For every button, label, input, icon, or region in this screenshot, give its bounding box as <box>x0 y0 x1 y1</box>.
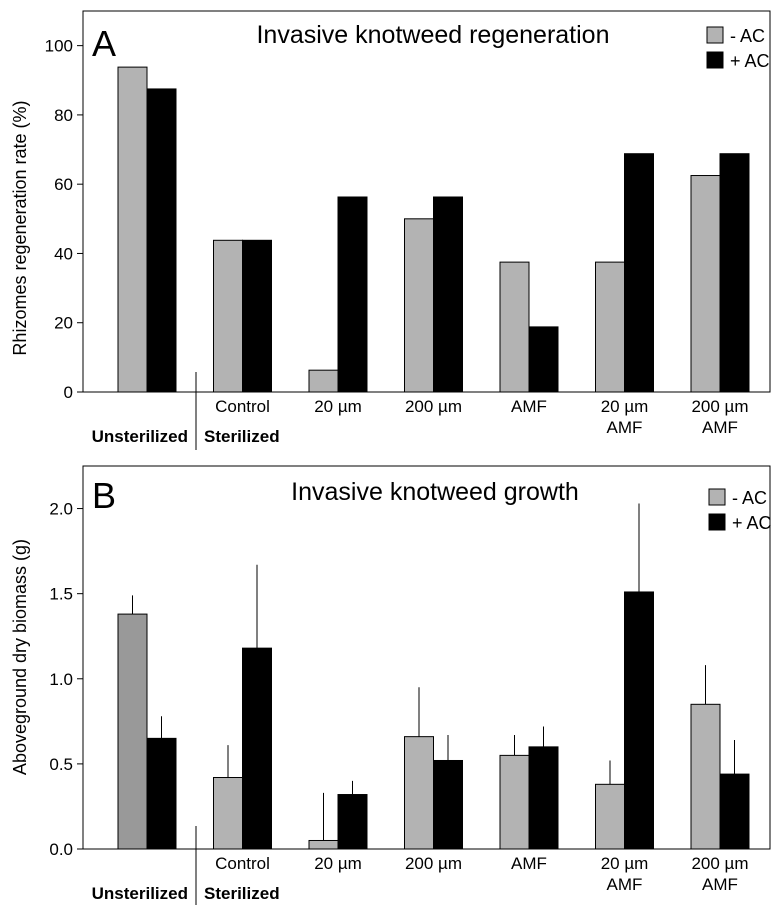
panel-a-category-label: 20 µm <box>314 397 362 416</box>
panel-a-category-label: 20 µm <box>601 397 649 416</box>
panel-b-group-label-sterilized: Sterilized <box>204 884 280 903</box>
panel-a-category-label: AMF <box>511 397 547 416</box>
panel-b-category-label: AMF <box>702 875 738 894</box>
panel-b-bar-minus-ac <box>117 613 148 850</box>
panel-b-bar-plus-ac <box>337 794 368 850</box>
panel-a-bar-plus-ac <box>624 153 654 393</box>
panel-b-title: Invasive knotweed growth <box>291 478 579 506</box>
panel-b-bar-minus-ac <box>595 783 625 850</box>
panel-b-bar-minus-ac <box>499 754 530 850</box>
panel-b-category-label: 200 µm <box>405 854 462 873</box>
panel-b-y-axis-title: Aboveground dry biomass (g) <box>10 539 30 775</box>
panel-b-category-label: Control <box>215 854 270 873</box>
panel-b-group-label-unsterilized: Unsterilized <box>92 884 188 903</box>
panel-a-bar-plus-ac <box>242 239 272 393</box>
panel-b-category-label: 20 µm <box>314 854 362 873</box>
panel-a-category-label: 200 µm <box>691 397 748 416</box>
panel-a-group-label-unsterilized: Unsterilized <box>92 427 188 446</box>
panel-b-bar-plus-ac <box>624 591 654 850</box>
panel-b-y-tick-label: 1.0 <box>49 670 73 689</box>
panel-a-y-tick-label: 20 <box>54 314 73 333</box>
panel-a-y-tick-label: 40 <box>54 244 73 263</box>
panel-a-chart: A Invasive knotweed regeneration Rhizome… <box>10 10 771 450</box>
panel-a-bar-minus-ac <box>117 66 148 393</box>
panel-b-legend-label-minus-ac: - AC <box>732 488 767 508</box>
panel-a-bar-plus-ac <box>528 326 559 393</box>
panel-b-bar-plus-ac <box>719 773 750 850</box>
panel-a-category-label: Control <box>215 397 270 416</box>
panel-b-category-label: 20 µm <box>601 854 649 873</box>
panel-b-bar-minus-ac <box>404 736 434 850</box>
panel-a-category-label: AMF <box>702 418 738 437</box>
panel-b-bar-plus-ac <box>146 737 177 850</box>
panel-a-bar-minus-ac <box>308 369 339 393</box>
panel-b-legend-swatch-plus-ac <box>708 513 726 531</box>
panel-a-y-tick-label: 0 <box>64 383 73 402</box>
panel-a-bar-minus-ac <box>595 261 625 393</box>
panel-b-legend-label-plus-ac: + AC <box>732 513 772 533</box>
panel-a-category-label: AMF <box>607 418 643 437</box>
panel-a-y-tick-label: 80 <box>54 106 73 125</box>
panel-b-bar-plus-ac <box>433 759 463 850</box>
panel-b-category-label: AMF <box>511 854 547 873</box>
panel-b-bar-minus-ac <box>308 839 339 850</box>
panel-a-group-label-sterilized: Sterilized <box>204 427 280 446</box>
panel-b-y-tick-label: 1.5 <box>49 585 73 604</box>
panel-b-category-label: AMF <box>607 875 643 894</box>
panel-a-bar-minus-ac <box>690 175 721 393</box>
panel-a-letter: A <box>92 23 116 64</box>
panel-a-title: Invasive knotweed regeneration <box>256 21 609 49</box>
panel-b-bar-plus-ac <box>528 746 559 850</box>
panel-b-y-tick-label: 0.5 <box>49 755 73 774</box>
panel-b-y-tick-label: 0.0 <box>49 840 73 859</box>
panel-a-bar-plus-ac <box>146 88 177 393</box>
panel-a-y-tick-label: 100 <box>45 37 73 56</box>
panel-b-category-label: 200 µm <box>691 854 748 873</box>
panel-b-y-tick-label: 2.0 <box>49 500 73 519</box>
panel-a-bar-minus-ac <box>404 218 434 393</box>
panel-b-legend-swatch-minus-ac <box>708 488 726 506</box>
panel-a-y-tick-label: 60 <box>54 175 73 194</box>
panel-a-y-axis-title: Rhizomes regeneration rate (%) <box>10 100 30 355</box>
panel-b-bar-minus-ac <box>690 703 721 850</box>
panel-b-bar-minus-ac <box>213 777 243 850</box>
panel-a-bar-plus-ac <box>433 196 463 393</box>
panel-a-category-label: 200 µm <box>405 397 462 416</box>
panel-a-bar-minus-ac <box>213 239 243 393</box>
panel-a-legend-swatch-minus-ac <box>706 26 724 44</box>
panel-a-bar-minus-ac <box>499 261 530 393</box>
panel-b-chart: B Invasive knotweed growth Aboveground d… <box>10 465 772 905</box>
panel-b-bar-plus-ac <box>242 647 272 850</box>
panel-a-bar-plus-ac <box>337 196 368 393</box>
panel-b-letter: B <box>92 475 116 516</box>
panel-a-legend-label-minus-ac: - AC <box>730 26 765 46</box>
panel-a-bar-plus-ac <box>719 153 750 393</box>
panel-a-legend-swatch-plus-ac <box>706 51 724 69</box>
panel-a-legend-label-plus-ac: + AC <box>730 51 770 71</box>
